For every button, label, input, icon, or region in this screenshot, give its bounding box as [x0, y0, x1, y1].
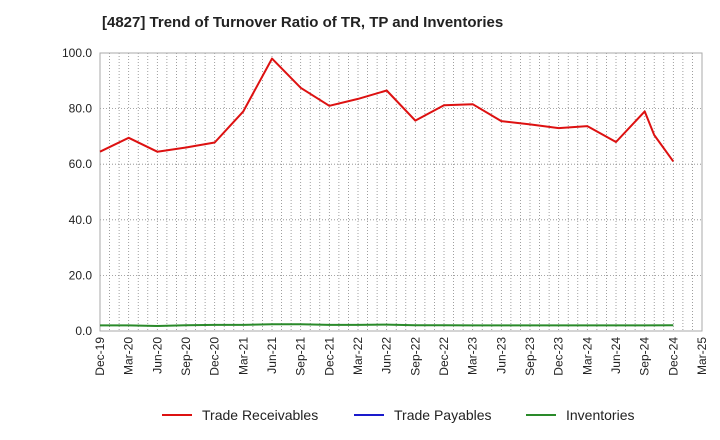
x-tick-label: Mar-20 — [122, 337, 136, 375]
x-tick-label: Mar-25 — [695, 337, 709, 375]
legend-swatch-trade-payables — [354, 414, 384, 416]
x-tick-label: Jun-23 — [494, 337, 508, 374]
x-tick-label: Sep-23 — [523, 337, 537, 376]
y-tick-label: 80.0 — [69, 102, 93, 116]
x-tick-label: Mar-21 — [236, 337, 250, 375]
x-tick-label: Dec-21 — [322, 337, 336, 376]
legend-swatch-inventories — [526, 414, 556, 416]
y-tick-label: 100.0 — [62, 46, 92, 60]
chart-title: [4827] Trend of Turnover Ratio of TR, TP… — [102, 14, 504, 31]
x-tick-label: Jun-20 — [150, 337, 164, 374]
legend-item-inventories: Inventories — [526, 404, 634, 426]
x-tick-label: Dec-24 — [666, 337, 680, 376]
x-tick-label: Jun-21 — [265, 337, 279, 374]
x-tick-label: Sep-20 — [179, 337, 193, 376]
x-tick-label: Sep-22 — [408, 337, 422, 376]
legend: Trade Receivables Trade Payables Invento… — [0, 404, 720, 426]
series-line-trade-receivables — [99, 57, 675, 162]
legend-label-inventories: Inventories — [566, 407, 635, 423]
x-tick-label: Jun-22 — [380, 337, 394, 374]
y-tick-label: 60.0 — [69, 157, 93, 171]
y-tick-label: 0.0 — [75, 324, 92, 338]
label-layer: 0.0 20.0 40.0 60.0 80.0 100.0 Dec-19 Mar-20 Jun-… — [62, 46, 709, 376]
x-tick-label: Mar-23 — [466, 337, 480, 375]
x-tick-label: Dec-22 — [437, 337, 451, 376]
x-tick-label: Dec-20 — [208, 337, 222, 376]
x-tick-label: Dec-23 — [552, 337, 566, 376]
grid-layer — [100, 52, 702, 332]
legend-label-trade-payables: Trade Payables — [394, 407, 492, 423]
series-layer — [99, 57, 675, 327]
series-line-inventories — [100, 323, 674, 327]
legend-label-trade-receivables: Trade Receivables — [202, 407, 319, 423]
legend-item-trade-payables: Trade Payables — [354, 404, 492, 426]
axis-layer — [99, 52, 703, 332]
y-tick-label: 20.0 — [69, 268, 93, 282]
legend-swatch-trade-receivables — [162, 414, 192, 416]
x-tick-label: Dec-19 — [93, 337, 107, 376]
x-tick-label: Jun-24 — [609, 337, 623, 374]
plot-frame — [99, 52, 703, 332]
x-tick-label: Sep-24 — [638, 337, 652, 376]
x-tick-label: Sep-21 — [294, 337, 308, 376]
x-tick-label: Mar-24 — [580, 337, 594, 375]
x-tick-label: Mar-22 — [351, 337, 365, 375]
legend-item-trade-receivables: Trade Receivables — [162, 404, 318, 426]
y-tick-label: 40.0 — [69, 213, 93, 227]
